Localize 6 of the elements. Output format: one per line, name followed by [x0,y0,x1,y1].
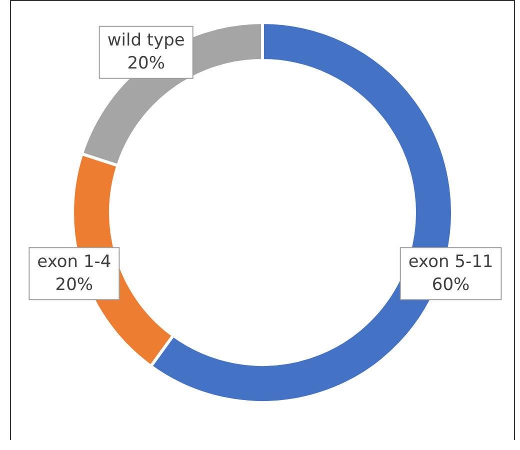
data-label: 20% [127,54,166,74]
slice-label: exon 1-4 [37,252,112,272]
slice-label: wild type [107,30,185,51]
data-label: 60% [432,275,470,296]
slice-label: exon 5-11 [408,252,494,272]
data-label: 20% [55,275,94,296]
